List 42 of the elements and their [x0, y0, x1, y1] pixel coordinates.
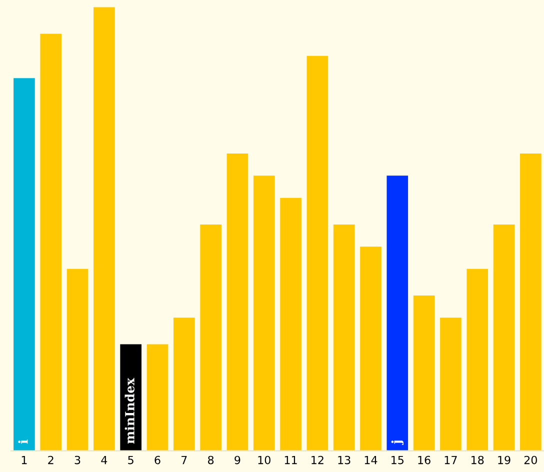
x-tick-label: 8 [208, 456, 214, 464]
bar [200, 224, 222, 451]
x-tick-label: 16 [418, 456, 430, 464]
bar [520, 153, 542, 451]
bar [386, 176, 408, 451]
x-tick-label: 17 [444, 456, 457, 464]
bar [440, 318, 462, 451]
x-tick-label: 18 [472, 456, 484, 464]
bar [40, 34, 62, 451]
bar [173, 318, 195, 451]
x-tick-label: 15 [392, 456, 404, 464]
bar [146, 344, 168, 451]
x-tick-label: 7 [182, 456, 187, 464]
bar [360, 246, 382, 451]
x-tick-label: 12 [312, 456, 324, 464]
bar [306, 56, 328, 451]
x-tick-label: 2 [48, 456, 54, 464]
bar [466, 268, 488, 451]
bar [413, 295, 435, 451]
annotation: i [18, 440, 28, 444]
bar [333, 224, 355, 451]
x-tick-label: 20 [524, 456, 538, 464]
bar [493, 224, 515, 451]
bar [226, 153, 248, 451]
x-tick-label: 11 [284, 456, 297, 464]
x-tick-label: 19 [498, 456, 510, 464]
x-tick-label: 1 [22, 456, 27, 464]
x-tick-label: 14 [364, 456, 378, 464]
x-tick-label: 9 [234, 456, 240, 464]
bar [14, 78, 35, 451]
bar [66, 268, 88, 451]
bar [280, 198, 302, 451]
x-tick-label: 6 [154, 456, 160, 464]
x-tick-label: 3 [74, 456, 80, 464]
x-tick-label: 4 [101, 456, 108, 464]
annotation: j [391, 440, 404, 446]
bar [94, 7, 115, 451]
annotation: minIndex [124, 378, 134, 444]
x-tick-label: 10 [258, 456, 270, 464]
x-tick-label: 13 [338, 456, 350, 464]
bar [253, 176, 275, 451]
x-tick-label: 5 [128, 456, 134, 464]
